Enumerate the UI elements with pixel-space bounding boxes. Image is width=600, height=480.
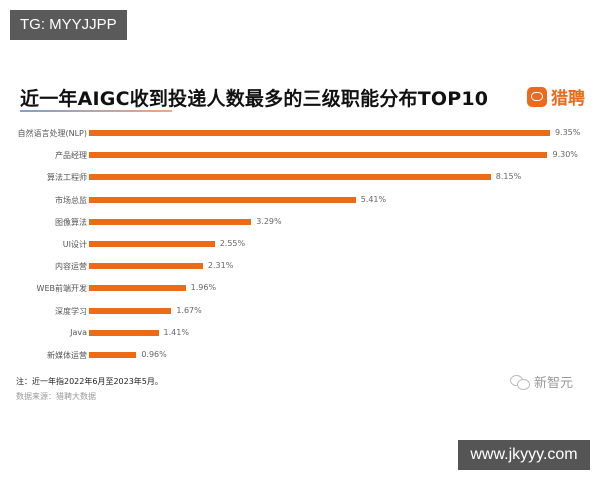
bar-value-label: 9.35% <box>554 128 581 137</box>
bar-value-label: 1.67% <box>176 305 202 315</box>
category-label: Java <box>70 327 87 337</box>
category-label: UI设计 <box>62 240 87 249</box>
bar <box>89 241 215 247</box>
bar-value-label: 1.96% <box>190 283 217 293</box>
wechat-account-name: 新智元 <box>534 376 574 391</box>
bar-value-label: 8.15% <box>495 172 522 182</box>
bar-value-label: 2.31% <box>207 261 234 271</box>
category-label: 自然语言处理(NLP) <box>17 129 87 138</box>
bar <box>89 174 491 181</box>
category-label: 算法工程师 <box>47 173 87 183</box>
bar <box>89 352 137 358</box>
category-label: 内容运营 <box>55 262 87 272</box>
bar-value-label: 3.29% <box>256 216 282 226</box>
bar <box>89 285 186 292</box>
bar <box>89 263 203 270</box>
watermark-top: TG: MYYJJPP <box>10 10 127 40</box>
bar-value-label: 1.41% <box>163 327 189 337</box>
bar <box>89 329 159 336</box>
category-label: 深度学习 <box>55 306 87 316</box>
data-source: 数据来源：猎聘大数据 <box>16 392 96 401</box>
bar <box>89 218 252 225</box>
wechat-icon <box>510 374 530 390</box>
footnote: 注：近一年指2022年6月至2023年5月。 <box>16 377 163 386</box>
liepin-logo-icon <box>527 86 547 107</box>
bar <box>89 130 550 136</box>
category-label: WEB前端开发 <box>36 284 87 294</box>
bar <box>89 152 548 159</box>
category-label: 产品经理 <box>55 151 87 161</box>
category-label: 市场总监 <box>55 195 87 205</box>
logo-text: 猎聘 <box>551 89 585 109</box>
liepin-logo: 猎聘 <box>527 84 585 109</box>
watermark-bottom: www.jkyyy.com <box>458 440 590 470</box>
bar-value-label: 0.96% <box>141 350 167 359</box>
title-underline <box>20 110 172 112</box>
wechat-watermark: 新智元 <box>510 372 573 391</box>
category-label: 新媒体运营 <box>47 351 87 360</box>
bar <box>89 307 172 314</box>
chart-title: 近一年AIGC收到投递人数最多的三级职能分布TOP10 <box>20 88 489 110</box>
bar-value-label: 2.55% <box>219 239 246 248</box>
category-label: 图像算法 <box>55 217 87 227</box>
bar <box>89 196 356 203</box>
bar-value-label: 9.30% <box>552 150 578 160</box>
bar-value-label: 5.41% <box>360 194 387 204</box>
